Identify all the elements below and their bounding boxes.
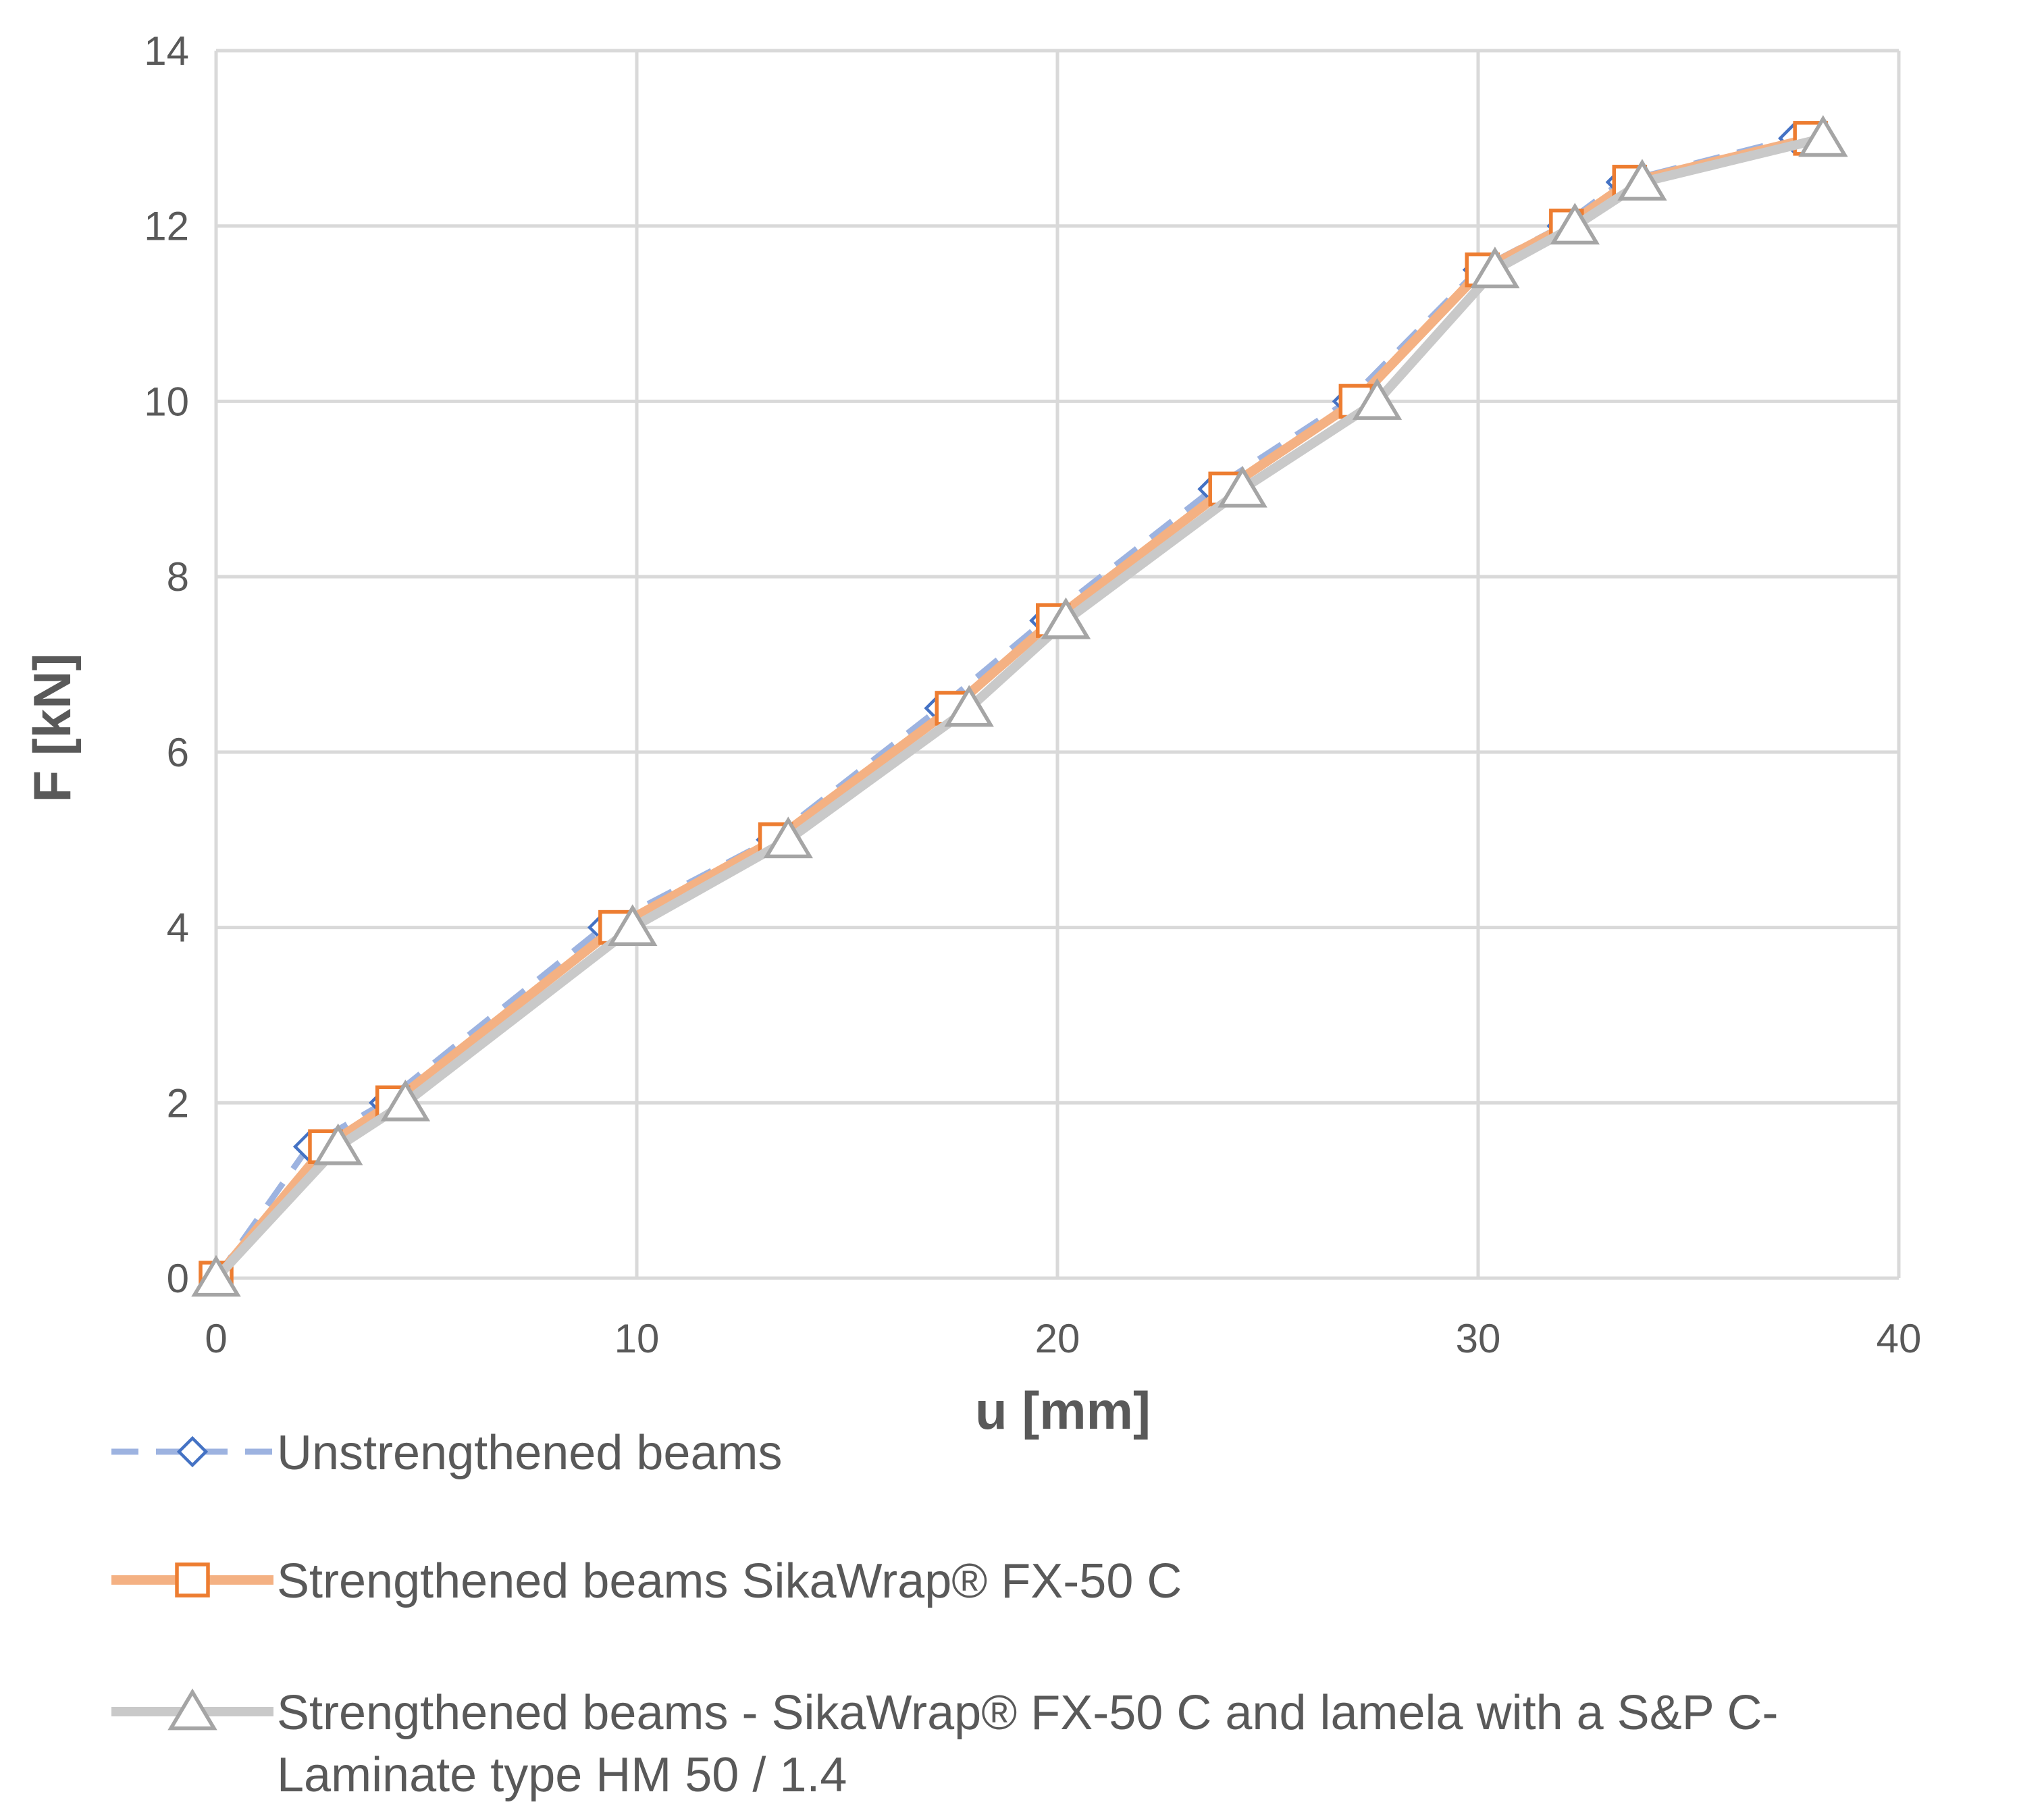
series-1 (200, 122, 1810, 1294)
legend-label: Strengthened beams - SikaWrap® FX-50 C a… (277, 1686, 1778, 1740)
data-point (1550, 203, 1600, 245)
data-point (1352, 378, 1403, 420)
grid (214, 49, 1901, 1280)
legend-marker (175, 1562, 210, 1598)
data-point (380, 1079, 431, 1122)
data-point (944, 685, 994, 727)
x-axis-title: u [mm] (975, 1381, 1151, 1440)
y-tick-label: 12 (144, 204, 189, 249)
tick-labels: 0 2 4 6 8 10 12 14 0 10 20 30 40 (144, 28, 1921, 1361)
y-tick-label: 0 (167, 1256, 189, 1301)
series-line (211, 133, 1816, 1283)
y-tick-label: 2 (167, 1080, 189, 1126)
data-point (1217, 465, 1267, 508)
data-point (608, 904, 658, 946)
y-tick-label: 8 (167, 554, 189, 600)
data-point (763, 816, 814, 859)
x-tick-label: 30 (1456, 1316, 1501, 1361)
plot-area (191, 115, 1848, 1297)
x-tick-label: 10 (614, 1316, 660, 1361)
data-point (1617, 159, 1667, 201)
legend-item-1: Unstrengthened beams (111, 1426, 782, 1480)
legend-marker (176, 1435, 209, 1468)
series-line (213, 135, 1795, 1280)
y-tick-label: 10 (144, 379, 189, 424)
series-3 (191, 115, 1848, 1297)
series-line (211, 133, 1828, 1283)
legend-label: Strengthened beams SikaWrap® FX-50 C (277, 1554, 1182, 1608)
legend-label: Unstrengthened beams (277, 1426, 782, 1480)
legend-item-3: Strengthened beams - SikaWrap® FX-50 C a… (111, 1686, 1778, 1802)
y-axis-title: F [kN] (22, 654, 82, 803)
legend-marker (167, 1688, 217, 1731)
x-tick-label: 40 (1877, 1316, 1922, 1361)
x-tick-label: 0 (205, 1316, 227, 1361)
x-tick-label: 20 (1035, 1316, 1080, 1361)
data-point (191, 1255, 241, 1297)
data-point (1798, 115, 1848, 157)
data-point (1041, 597, 1091, 639)
legend-item-2: Strengthened beams SikaWrap® FX-50 C (111, 1554, 1182, 1608)
legend-label: Laminate type HM 50 / 1.4 (277, 1748, 847, 1802)
y-tick-label: 14 (144, 28, 189, 74)
y-tick-label: 4 (167, 905, 189, 951)
data-point (1470, 246, 1520, 289)
legend: Unstrengthened beams Strengthened beams S… (111, 1426, 1778, 1802)
y-tick-label: 6 (167, 730, 189, 775)
data-point (313, 1123, 363, 1165)
series-2 (199, 121, 1828, 1296)
